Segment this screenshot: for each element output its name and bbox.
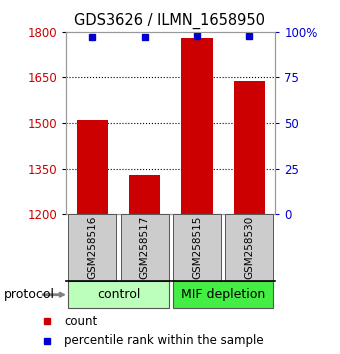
Text: count: count [64, 315, 97, 327]
Text: GSM258515: GSM258515 [192, 216, 202, 280]
Bar [129, 175, 160, 214]
Text: MIF depletion: MIF depletion [181, 288, 265, 301]
Bar [68, 281, 169, 308]
Bar [68, 214, 117, 281]
Bar [181, 38, 213, 214]
Bar [121, 214, 169, 281]
Bar [225, 214, 273, 281]
Bar [173, 281, 273, 308]
Text: control: control [97, 288, 140, 301]
Bar [173, 214, 221, 281]
Text: GSM258517: GSM258517 [140, 216, 150, 280]
Text: protocol: protocol [3, 288, 54, 301]
Text: GSM258516: GSM258516 [87, 216, 98, 280]
Text: percentile rank within the sample: percentile rank within the sample [64, 335, 264, 347]
Bar [77, 120, 108, 214]
Bar [234, 81, 265, 214]
Text: GDS3626 / ILMN_1658950: GDS3626 / ILMN_1658950 [74, 12, 266, 29]
Text: GSM258530: GSM258530 [244, 216, 254, 279]
